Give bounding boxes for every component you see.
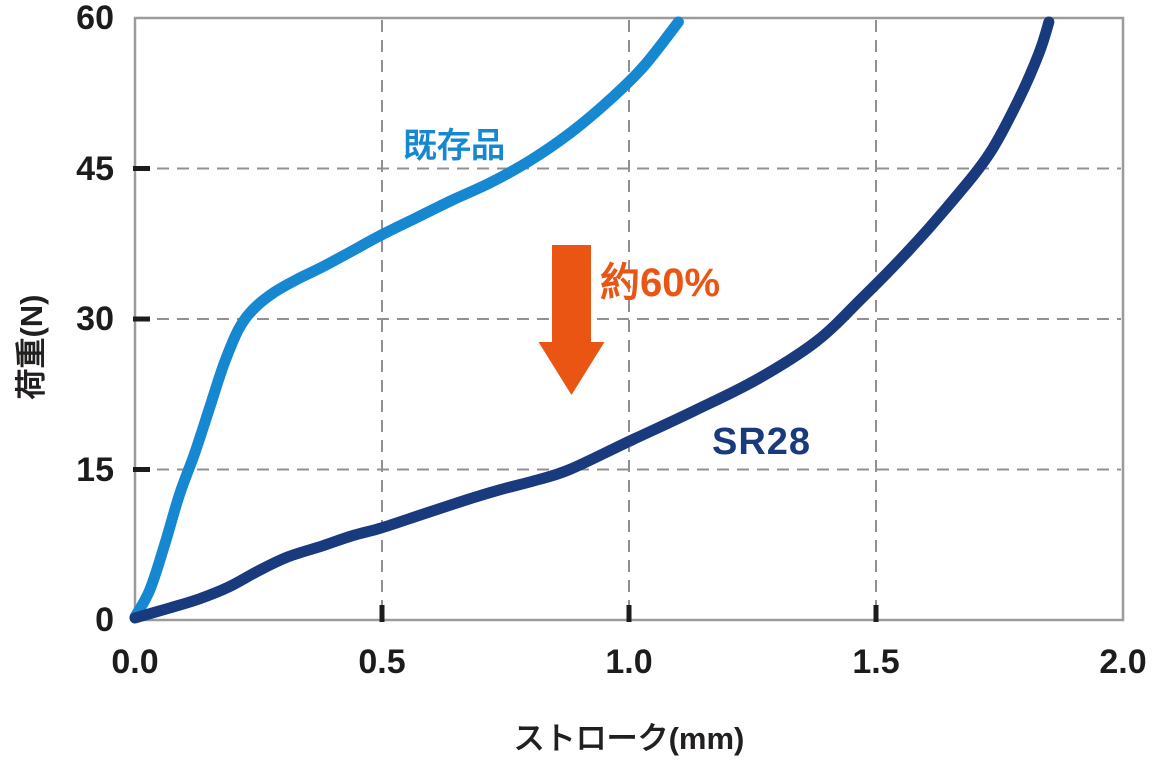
y-axis-title: 荷重(N)	[14, 294, 49, 400]
y-tick-label-45: 45	[76, 150, 114, 188]
curve-existing-product	[129, 16, 684, 623]
annotation-reduction-label: 約60%	[600, 261, 721, 305]
curve-sr28	[129, 16, 1055, 624]
series-label-sr28: SR28	[712, 421, 812, 463]
x-tick-label-0.0: 0.0	[111, 643, 159, 681]
series-label-existing-product: 既存品	[403, 127, 505, 165]
y-tick-label-60: 60	[76, 0, 114, 37]
x-tick-label-1.0: 1.0	[605, 643, 653, 681]
x-tick-label-1.5: 1.5	[852, 643, 900, 681]
y-tick-label-15: 15	[76, 451, 114, 489]
y-tick-label-30: 30	[76, 300, 114, 338]
down-arrow-icon	[538, 245, 605, 395]
x-axis-title: ストローク(mm)	[513, 721, 745, 756]
x-tick-label-0.5: 0.5	[358, 643, 406, 681]
x-tick-label-2.0: 2.0	[1099, 643, 1147, 681]
y-tick-label-0: 0	[95, 601, 114, 639]
